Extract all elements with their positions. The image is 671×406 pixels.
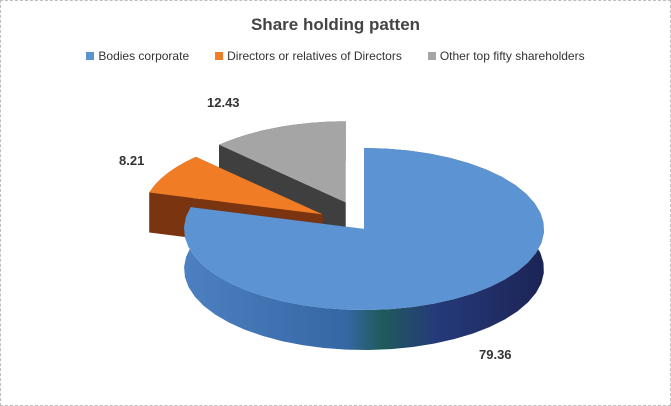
- legend-label: Other top fifty shareholders: [439, 49, 585, 63]
- slice-bodies-corporate: [184, 148, 544, 310]
- data-label-bodies-corporate: 79.36: [479, 347, 512, 362]
- legend-item-bodies-corporate: Bodies corporate: [86, 49, 189, 63]
- legend-label: Bodies corporate: [98, 49, 190, 63]
- data-label-other-top-fifty: 12.43: [207, 95, 240, 110]
- legend-item-directors: Directors or relatives of Directors: [215, 49, 402, 63]
- slice-directors: [149, 156, 323, 215]
- chart-title: Share holding patten: [250, 15, 421, 34]
- legend-swatch: [86, 52, 95, 60]
- legend-swatch: [427, 52, 436, 60]
- legend: Bodies corporate Directors or relatives …: [1, 49, 670, 63]
- legend-item-other-top-fifty: Other top fifty shareholders: [427, 49, 585, 63]
- data-label-directors: 8.21: [119, 153, 144, 168]
- legend-swatch: [215, 52, 224, 60]
- legend-label: Directors or relatives of Directors: [227, 49, 402, 63]
- slice-other-top-fifty: [219, 121, 346, 203]
